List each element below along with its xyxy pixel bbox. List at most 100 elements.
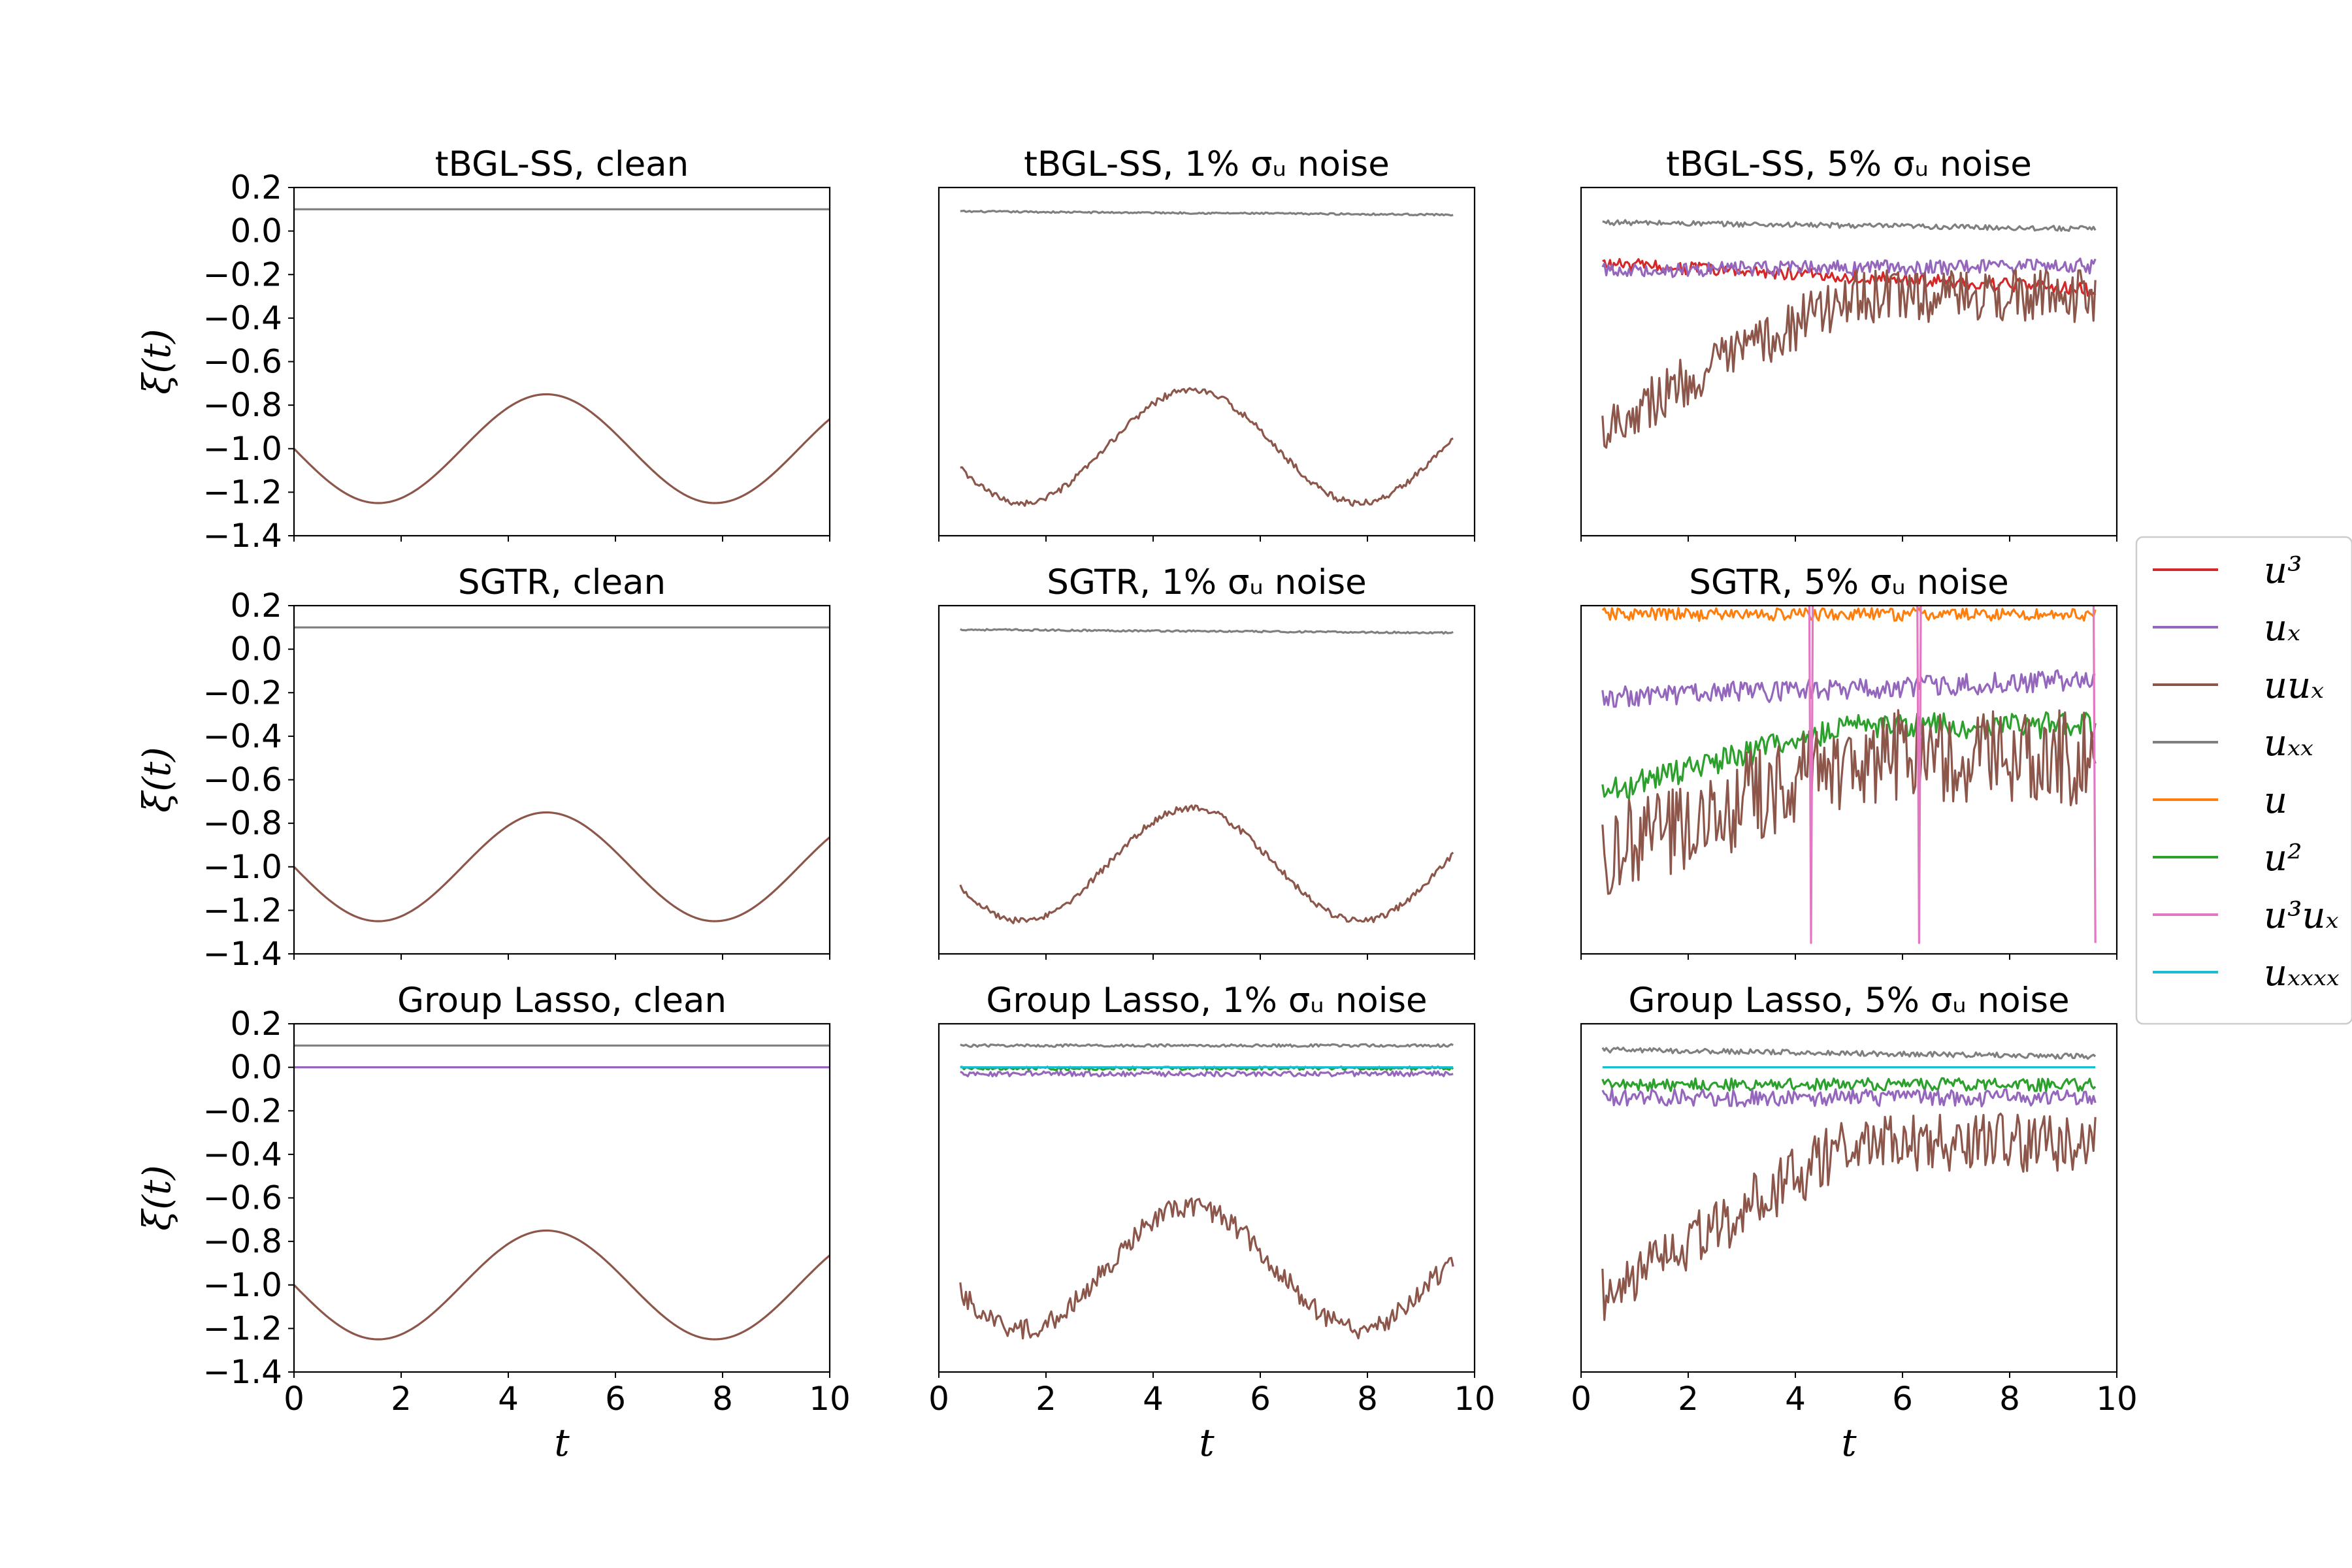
y-tick-label: −0.8 [203, 804, 282, 842]
subplot-0-2: tBGL-SS, 5% σᵤ noise [1580, 144, 2118, 542]
series-uu_x-line [959, 804, 1454, 924]
series-uu_x-line [959, 1197, 1454, 1340]
legend-label: u² [2264, 837, 2302, 879]
y-tick-label: −1.4 [203, 935, 282, 973]
legend-label: uₓₓ [2264, 722, 2313, 764]
series-u-line [1601, 606, 2097, 622]
series-uu_x-line [1601, 709, 2097, 895]
axes-frame [293, 1022, 831, 1373]
subplot-1-0: SGTR, clean 0.2 0.0 −0.2 −0.4 −0.6 −0.8 −1.0 −1.… [135, 563, 831, 973]
y-tick-label: 0.0 [230, 212, 282, 250]
legend-label: uuₓ [2264, 664, 2324, 707]
x-tick-label: 0 [1571, 1380, 1592, 1418]
subplot-2-1: Group Lasso, 1% σᵤ noise 0 2 4 6 8 10 t [928, 981, 1495, 1465]
x-tick-label: 10 [2096, 1380, 2138, 1418]
legend-label: uₓₓₓₓ [2264, 952, 2340, 994]
subplot-title: tBGL-SS, clean [435, 144, 689, 184]
series-u_x-line [1601, 1088, 2097, 1108]
y-tick-label: −1.2 [203, 473, 282, 511]
x-tick-label: 6 [1250, 1380, 1271, 1418]
subplot-title: tBGL-SS, 5% σᵤ noise [1666, 144, 2032, 184]
axes-frame [938, 186, 1476, 537]
y-tick-label: 0.2 [230, 587, 282, 625]
series-uu_x-line [960, 387, 1454, 507]
y-tick-label: 0.2 [230, 169, 282, 206]
y-tick-label: −1.4 [203, 517, 282, 555]
subplot-1-1: SGTR, 1% σᵤ noise [938, 563, 1476, 960]
series-u_xx-line [960, 209, 1454, 217]
series-u_x-line [1601, 257, 2097, 278]
y-tick-label: −0.4 [203, 1135, 282, 1173]
series-upow2-line [1601, 711, 2097, 800]
subplot-2-2: Group Lasso, 5% σᵤ noise 0 2 4 6 8 10 t [1571, 981, 2138, 1465]
y-tick-label: 0.0 [230, 630, 282, 668]
legend-label: u [2264, 779, 2287, 822]
subplot-0-1: tBGL-SS, 1% σᵤ noise [938, 144, 1476, 542]
series-uu_x-line [294, 393, 830, 504]
legend-label: u³uₓ [2264, 894, 2339, 937]
y-axis-label: ξ(t) [135, 1165, 179, 1231]
y-tick-label: −0.2 [203, 674, 282, 711]
legend-frame [2135, 536, 2352, 1025]
x-tick-label: 6 [605, 1380, 626, 1418]
y-axis-label: ξ(t) [135, 329, 179, 395]
series-u_x-line [1601, 669, 2096, 708]
y-tick-label: −1.4 [203, 1353, 282, 1391]
x-tick-label: 8 [1999, 1380, 2020, 1418]
subplot-0-0: tBGL-SS, clean 0.2 0.0 −0.2 −0.4 −0.6 −0.8 −1.0… [135, 144, 831, 555]
subplot-title: Group Lasso, 1% σᵤ noise [986, 981, 1427, 1021]
y-tick-label: −1.0 [203, 848, 282, 886]
series-uu_x-line [294, 811, 830, 923]
y-tick-label: −0.4 [203, 717, 282, 755]
y-tick-label: −1.2 [203, 1309, 282, 1347]
x-tick-label: 8 [712, 1380, 733, 1418]
legend-label: u³ [2264, 549, 2302, 592]
y-axis-label: ξ(t) [135, 747, 179, 813]
x-tick-label: 10 [1454, 1380, 1495, 1418]
subplot-2-0: Group Lasso, clean 0 2 4 6 8 10 0.2 0.0 −0.2 −0.4 −… [135, 981, 851, 1465]
subplot-1-2: SGTR, 5% σᵤ noise [1580, 563, 2118, 960]
y-tick-label: −0.2 [203, 255, 282, 293]
series-u_xx-line [1601, 1046, 2097, 1060]
series-u_x-line [960, 1070, 1454, 1078]
series-uu_x-line [294, 1229, 830, 1341]
series-uu_x-line [1601, 269, 2097, 449]
legend-label: uₓ [2264, 607, 2300, 649]
y-tick-label: −0.6 [203, 1179, 282, 1217]
y-tick-label: 0.0 [230, 1049, 282, 1086]
x-axis-label: t [1199, 1420, 1215, 1465]
y-tick-label: 0.2 [230, 1005, 282, 1043]
subplot-title: SGTR, 1% σᵤ noise [1047, 563, 1367, 602]
x-tick-label: 2 [391, 1380, 412, 1418]
series-u_xx-line [960, 1043, 1454, 1048]
subplot-title: Group Lasso, 5% σᵤ noise [1628, 981, 2069, 1021]
axes-frame [1580, 604, 2118, 955]
series-u_xx-line [1602, 219, 2097, 232]
y-tick-label: −0.6 [203, 761, 282, 799]
x-tick-label: 4 [498, 1380, 519, 1418]
x-tick-label: 8 [1357, 1380, 1378, 1418]
y-tick-label: −0.8 [203, 386, 282, 424]
axes-frame [938, 1022, 1476, 1373]
x-tick-label: 2 [1678, 1380, 1699, 1418]
axes-frame [938, 604, 1476, 955]
axes-frame [293, 604, 831, 955]
series-upow3u_x-line [1808, 606, 2097, 944]
x-tick-label: 0 [284, 1380, 304, 1418]
subplot-title: SGTR, 5% σᵤ noise [1689, 563, 2009, 602]
y-tick-label: −0.4 [203, 299, 282, 337]
y-tick-label: −0.8 [203, 1222, 282, 1260]
axes-frame [1580, 186, 2118, 537]
x-tick-label: 2 [1036, 1380, 1056, 1418]
series-uu_x-line [1601, 1112, 2097, 1321]
x-axis-label: t [1841, 1420, 1857, 1465]
series-upow2-line [1601, 1077, 2097, 1092]
x-tick-label: 0 [928, 1380, 949, 1418]
x-axis-label: t [554, 1420, 570, 1465]
y-tick-label: −1.2 [203, 891, 282, 929]
y-tick-label: −0.2 [203, 1092, 282, 1130]
y-tick-label: −1.0 [203, 430, 282, 468]
x-tick-label: 10 [809, 1380, 851, 1418]
x-tick-label: 4 [1143, 1380, 1164, 1418]
